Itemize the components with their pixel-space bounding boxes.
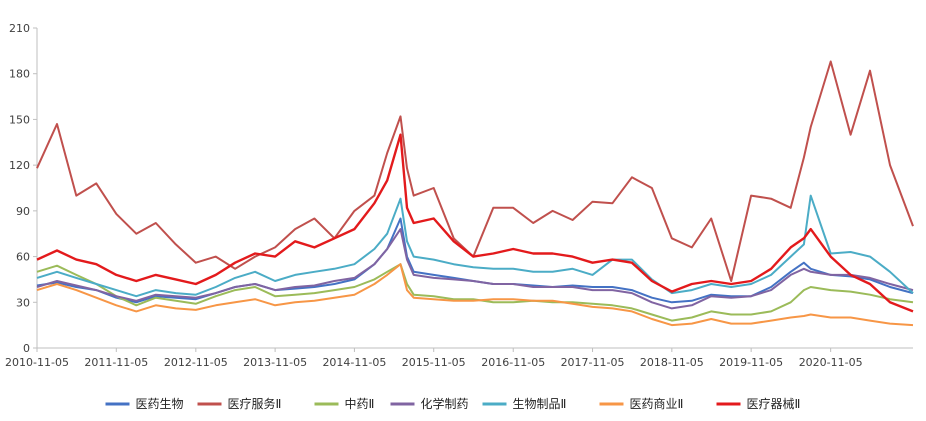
legend-label: 中药Ⅱ xyxy=(345,396,375,411)
legend-label: 生物制品Ⅱ xyxy=(513,397,567,411)
y-tick-label: 210 xyxy=(9,22,30,35)
series-line-5 xyxy=(36,194,914,298)
series-line-6 xyxy=(36,263,914,327)
legend-label: 医疗服务Ⅱ xyxy=(228,396,282,411)
x-tick-label: 2013-11-05 xyxy=(243,356,307,369)
legend-label: 化学制药 xyxy=(421,396,469,411)
y-tick-label: 180 xyxy=(9,68,30,81)
y-tick-label: 60 xyxy=(16,251,30,264)
x-tick-label: 2015-11-05 xyxy=(402,356,466,369)
series-line-1 xyxy=(36,217,914,304)
x-tick-label: 2011-11-05 xyxy=(84,356,148,369)
x-tick-label: 2016-11-05 xyxy=(481,356,545,369)
legend-item: 医疗服务Ⅱ xyxy=(197,396,282,411)
y-tick-label: 0 xyxy=(23,342,30,355)
legend-item: 中药Ⅱ xyxy=(314,396,375,411)
y-tick-label: 30 xyxy=(16,296,30,309)
series-line-7 xyxy=(36,133,914,313)
legend-item: 化学制药 xyxy=(390,396,469,411)
x-tick-label: 2019-11-05 xyxy=(719,356,783,369)
x-tick-label: 2018-11-05 xyxy=(640,356,704,369)
x-tick-label: 2014-11-05 xyxy=(322,356,386,369)
y-tick-label: 150 xyxy=(9,113,30,126)
series-line-3 xyxy=(36,263,914,322)
x-tick-label: 2010-11-05 xyxy=(5,356,69,369)
legend-label: 医药生物 xyxy=(136,397,184,411)
legend-label: 医疗器械Ⅱ xyxy=(747,396,801,411)
legend-item: 医药商业Ⅱ xyxy=(599,396,684,411)
series-line-2 xyxy=(36,60,914,282)
legend-item: 医药生物 xyxy=(105,397,184,411)
x-tick-label: 2012-11-05 xyxy=(164,356,228,369)
axes: 0 30 60 90 120 150 180 210 2010-11-05 2011-11-05 2… xyxy=(5,22,913,369)
x-tick-label: 2017-11-05 xyxy=(561,356,625,369)
legend-item: 生物制品Ⅱ xyxy=(482,397,567,411)
x-tick-label: 2020-11-05 xyxy=(799,356,863,369)
legend-label: 医药商业Ⅱ xyxy=(630,396,684,411)
series-layer xyxy=(36,60,914,327)
y-tick-label: 90 xyxy=(16,205,30,218)
legend: 医药生物 医疗服务Ⅱ 中药Ⅱ 化学制药 生物制品Ⅱ 医药商业Ⅱ 医疗器械Ⅱ xyxy=(105,396,801,411)
y-tick-label: 120 xyxy=(9,159,30,172)
legend-item: 医疗器械Ⅱ xyxy=(716,396,801,411)
series-line-4 xyxy=(36,228,914,310)
